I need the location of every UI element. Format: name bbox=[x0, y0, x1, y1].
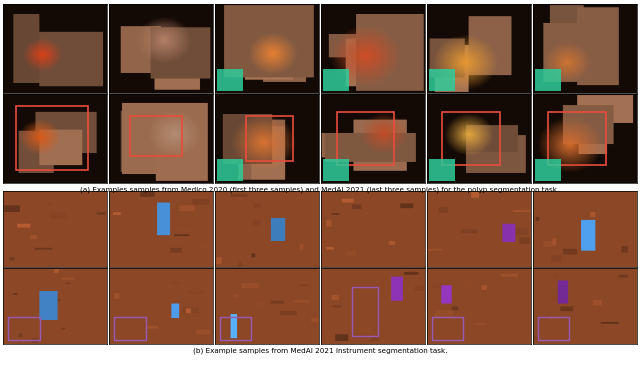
Bar bbox=[15, 106, 88, 170]
Bar bbox=[130, 117, 182, 157]
Bar bbox=[246, 117, 293, 161]
Bar bbox=[432, 317, 463, 340]
Text: (a) Examples samples from Medico 2020 (first three samples) and MedAI 2021 (last: (a) Examples samples from Medico 2020 (f… bbox=[81, 187, 559, 194]
Bar bbox=[337, 112, 394, 165]
FancyBboxPatch shape bbox=[429, 159, 455, 181]
Bar bbox=[8, 317, 40, 340]
Bar bbox=[352, 287, 378, 336]
FancyBboxPatch shape bbox=[323, 159, 349, 181]
FancyBboxPatch shape bbox=[535, 159, 561, 181]
Bar bbox=[220, 317, 252, 340]
FancyBboxPatch shape bbox=[535, 69, 561, 91]
FancyBboxPatch shape bbox=[429, 69, 455, 91]
Bar bbox=[548, 112, 605, 165]
Bar bbox=[538, 317, 569, 340]
Text: (b) Example samples from MedAI 2021 Instrument segmentation task.: (b) Example samples from MedAI 2021 Inst… bbox=[193, 347, 447, 354]
FancyBboxPatch shape bbox=[323, 69, 349, 91]
Bar bbox=[115, 317, 145, 340]
Bar bbox=[442, 112, 500, 165]
FancyBboxPatch shape bbox=[217, 69, 243, 91]
FancyBboxPatch shape bbox=[217, 159, 243, 181]
